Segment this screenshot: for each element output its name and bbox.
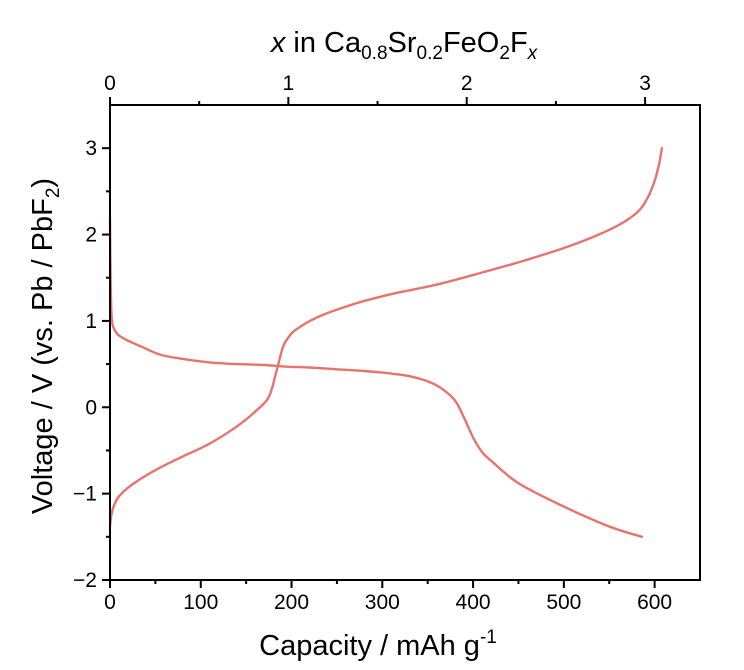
x-tick-label: 400 — [456, 591, 491, 614]
y-axis-title-end: ) — [27, 178, 59, 188]
ticks-layer: 0 100 200 300 400 500 600 −2 −1 0 1 2 3 0 1 2 3 — [73, 72, 672, 614]
x-tick-label: 200 — [274, 591, 309, 614]
top-axis-title-part: in Ca — [285, 27, 362, 59]
y-tick-label: 2 — [85, 224, 97, 247]
x-axis-title-sup: -1 — [480, 627, 497, 648]
curve-series-2 — [108, 147, 664, 528]
top-axis-title-part: Sr — [388, 27, 417, 59]
top-axis-title: x in Ca0.8Sr0.2FeO2Fx — [269, 27, 539, 64]
top-axis-title-x: x — [269, 27, 287, 59]
curve-series-1 — [108, 216, 644, 538]
curves-layer — [108, 147, 664, 538]
x-tick-label: 100 — [183, 591, 218, 614]
top-tick-label: 0 — [104, 72, 116, 95]
y-tick-label: −1 — [73, 483, 97, 506]
top-tick-label: 3 — [639, 72, 651, 95]
top-tick-label: 1 — [283, 72, 295, 95]
y-axis-title: Voltage / V (vs. Pb / PbF2) — [27, 178, 64, 514]
y-axis-title-sub: 2 — [43, 188, 64, 199]
top-tick-label: 2 — [461, 72, 473, 95]
top-axis-title-sub-x: x — [527, 43, 539, 64]
y-axis-title-main: Voltage / V (vs. Pb / PbF — [27, 198, 59, 514]
x-tick-label: 0 — [104, 591, 116, 614]
y-tick-label: −2 — [73, 569, 97, 592]
top-axis-title-sub: 0.8 — [361, 43, 387, 64]
top-axis-title-part: F — [510, 27, 528, 59]
x-tick-label: 300 — [365, 591, 400, 614]
plot-frame — [109, 104, 701, 581]
y-tick-label: 3 — [85, 137, 97, 160]
x-tick-label: 500 — [546, 591, 581, 614]
x-axis-title-main: Capacity / mAh g — [259, 630, 480, 662]
x-axis-title: Capacity / mAh g-1 — [259, 627, 497, 662]
x-tick-label: 600 — [637, 591, 672, 614]
top-axis-title-part: FeO — [443, 27, 499, 59]
top-axis-title-sub: 0.2 — [417, 43, 443, 64]
y-tick-label: 0 — [85, 396, 97, 419]
y-tick-label: 1 — [85, 310, 97, 333]
top-axis-title-sub: 2 — [499, 43, 510, 64]
